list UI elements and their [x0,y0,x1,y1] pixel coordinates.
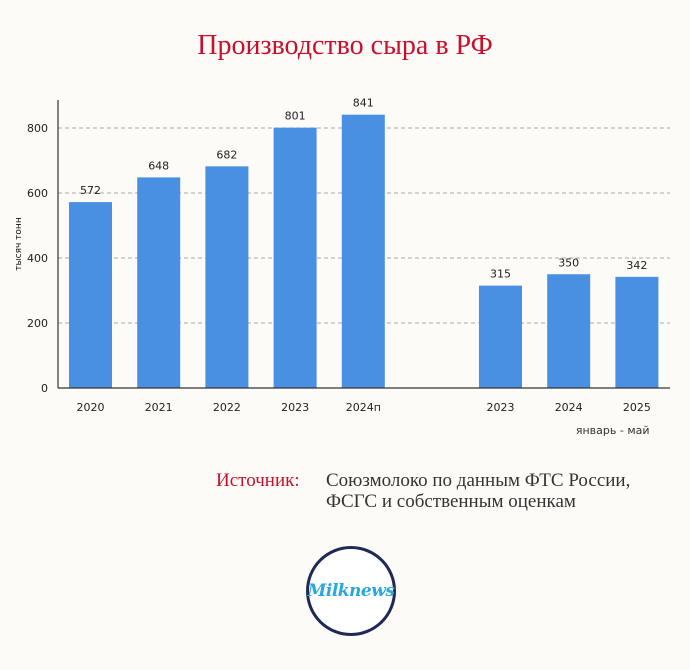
bar-chart: 0 200 400 600 800 572 2020 648 2021 682 2022 801 202… [14,97,670,437]
y-axis-label: тысяч тонн [14,217,24,271]
y-tick-label: 800 [27,122,48,135]
bar-value-label: 572 [80,184,101,197]
bar [547,274,591,388]
x-tick-label: 2023 [281,401,309,414]
x-tick-label: 2024п [346,401,381,414]
labels: 0 200 400 600 800 572 2020 648 2021 682 2022 801 202… [27,97,651,437]
milknews-logo[interactable]: Milknews [306,546,396,636]
bar-value-label: 682 [216,148,237,161]
x-tick-label: 2022 [213,401,241,414]
bar-value-label: 801 [285,110,306,123]
bar [479,285,522,388]
bar [137,177,181,388]
source-label: Источник: [216,470,300,491]
bar-value-label: 841 [353,97,374,110]
bar [341,114,385,389]
bar [69,202,112,388]
x-tick-label: 2020 [77,401,105,414]
bar [615,276,659,388]
y-tick-label: 600 [27,187,48,200]
source-text-line1: Союзмолоко по данным ФТС России, [326,470,631,491]
x-tick-label: 2025 [623,401,651,414]
bar [273,127,317,389]
y-tick-label: 400 [27,252,48,265]
x-tick-label: 2023 [487,401,515,414]
y-tick-label: 0 [41,382,48,395]
bar-value-label: 350 [558,256,579,269]
x-tick-label: 2021 [145,401,173,414]
source-text-line2: ФСГС и собственным оценкам [326,491,576,512]
bars [69,114,659,389]
y-tick-label: 200 [27,317,48,330]
chart-title: Производство сыра в РФ [197,30,493,61]
bar-value-label: 342 [626,259,647,272]
bar-value-label: 648 [148,159,169,172]
logo-text: Milknews [307,581,395,601]
x-tick-label: 2024 [555,401,583,414]
bar-value-label: 315 [490,268,511,281]
group-label: январь - май [576,424,650,437]
source-text: Союзмолоко по данным ФТС России, ФСГС и … [326,470,676,512]
bar [205,166,249,388]
